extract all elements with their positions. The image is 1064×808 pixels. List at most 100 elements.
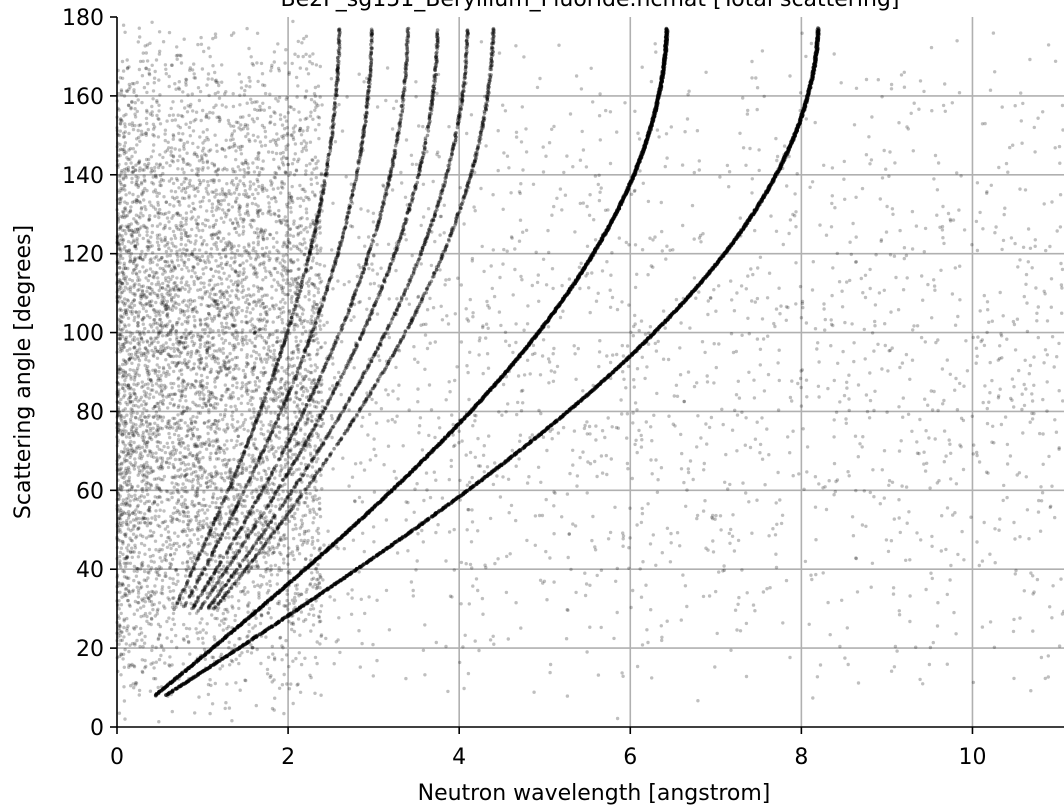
data-point [253,100,257,104]
data-point [169,514,173,519]
data-point [265,236,269,241]
data-point [181,454,185,459]
data-point [154,162,159,166]
data-point [287,427,291,432]
data-point [196,537,200,541]
data-point [131,368,136,372]
data-point [204,573,209,577]
data-point [194,117,198,122]
data-point [189,275,194,279]
data-point [156,607,160,611]
data-point [183,574,188,578]
data-point [180,308,185,313]
data-point [146,351,150,355]
data-point [254,703,258,708]
data-point [204,481,209,485]
data-point [290,61,294,66]
data-point [213,32,218,36]
data-point [117,190,121,194]
data-point [202,401,206,406]
data-point [119,530,123,534]
data-point [264,455,269,459]
data-point [161,367,166,371]
data-point [131,588,135,592]
data-point [205,351,210,355]
data-point [117,581,121,585]
data-point [263,504,267,508]
data-point [227,202,231,207]
data-point [292,130,296,134]
data-point [265,667,270,672]
data-point [202,285,206,289]
data-point [284,147,288,152]
data-point [246,610,250,614]
data-point [176,320,180,325]
data-point [313,363,317,367]
data-point [297,275,301,279]
data-point [299,461,303,466]
data-point [130,176,134,181]
data-point [281,297,285,302]
data-point [212,299,217,303]
data-point [127,665,131,669]
data-point [234,176,239,180]
data-point [313,382,317,386]
data-point [270,181,274,185]
data-point [141,306,146,311]
data-point [173,392,177,396]
data-point [224,356,229,360]
data-point [265,672,270,676]
data-point [317,272,321,277]
data-point [315,570,319,574]
data-point [132,318,136,323]
data-point [297,502,301,507]
data-point [314,460,319,464]
data-point [150,304,154,308]
data-point [225,555,230,560]
data-point [146,576,150,580]
data-point [203,341,207,345]
data-point [170,449,174,454]
data-point [291,622,296,626]
data-point [301,129,305,133]
data-point [244,158,248,162]
data-point [172,349,176,353]
data-point [133,107,137,111]
data-point [280,467,284,471]
data-point [246,560,251,564]
data-point [209,247,214,251]
data-point [283,301,287,305]
data-point [163,138,167,143]
data-point [262,186,267,190]
data-point [219,256,223,260]
data-point [287,173,291,178]
data-point [184,506,188,510]
data-point [222,198,226,202]
data-point [141,322,145,326]
data-point [249,416,253,420]
data-point [245,341,249,346]
data-point [177,490,181,495]
data-point [240,290,244,294]
data-point [283,269,288,273]
data-point [159,533,163,538]
data-point [299,381,303,385]
data-point [241,295,245,299]
data-point [301,308,306,312]
data-point [184,222,188,226]
data-point [140,193,144,197]
data-point [147,414,151,418]
data-point [233,259,237,264]
data-point [295,442,299,446]
data-point [128,209,133,214]
data-point [190,252,194,256]
data-point [130,361,134,365]
data-point [190,431,195,436]
data-point [233,366,237,370]
data-point [284,266,288,270]
data-point [285,156,289,160]
data-point [259,420,263,424]
data-point [311,259,315,263]
data-point [308,438,312,442]
